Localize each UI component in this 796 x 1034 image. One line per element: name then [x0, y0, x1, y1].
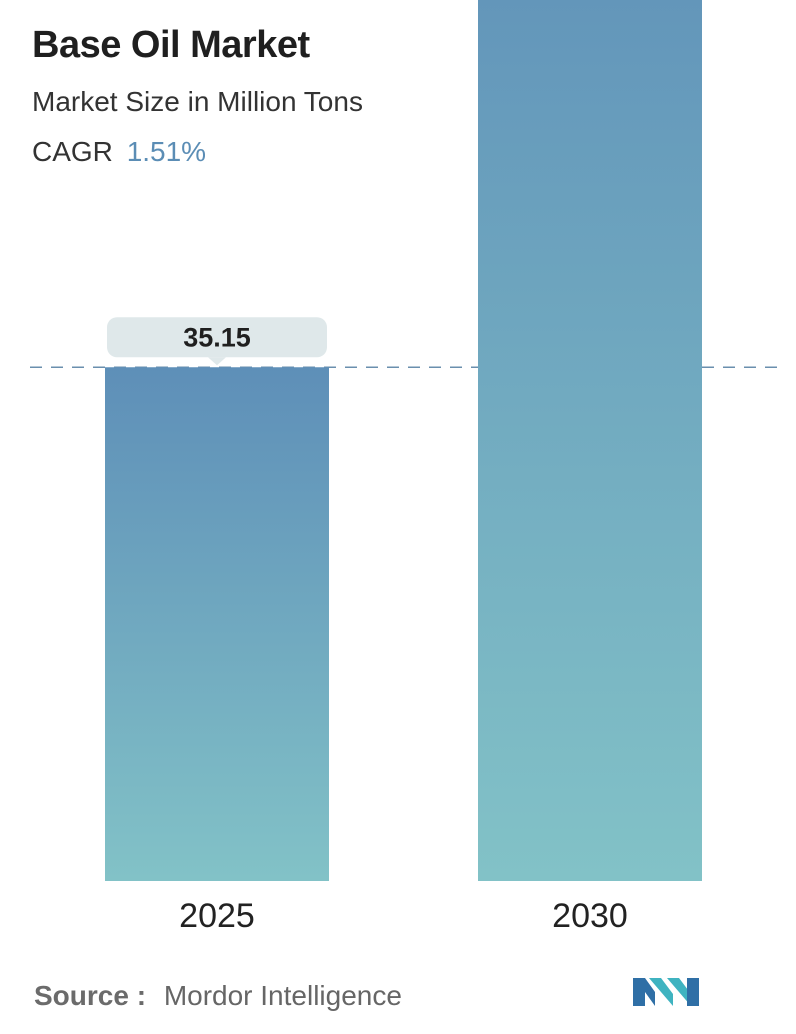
category-label-2030: 2030	[552, 897, 628, 935]
labels-layer: 35.15202537.882030	[107, 317, 628, 935]
chart-subtitle: Market Size in Million Tons	[32, 86, 363, 117]
category-label-2025: 2025	[179, 897, 255, 935]
bars-layer	[30, 0, 785, 881]
cagr-label: CAGR	[32, 136, 113, 167]
bar-chart: 35.15202537.882030	[30, 0, 785, 935]
cagr-line: CAGR 1.51%	[32, 136, 206, 168]
source-name: Mordor Intelligence	[163, 980, 402, 1011]
value-label-2025: 35.15	[183, 322, 251, 352]
source-line: Source : Mordor Intelligence	[34, 980, 402, 1012]
bar-2025	[105, 367, 329, 881]
mordor-intelligence-logo-icon	[633, 978, 699, 1006]
cagr-value: 1.51%	[126, 136, 207, 167]
value-label-pointer-2025	[208, 357, 226, 366]
chart-title: Base Oil Market	[32, 24, 310, 66]
bar-2030	[478, 0, 702, 881]
source-label: Source :	[34, 980, 147, 1011]
value-label-bubble-2025	[107, 317, 327, 358]
